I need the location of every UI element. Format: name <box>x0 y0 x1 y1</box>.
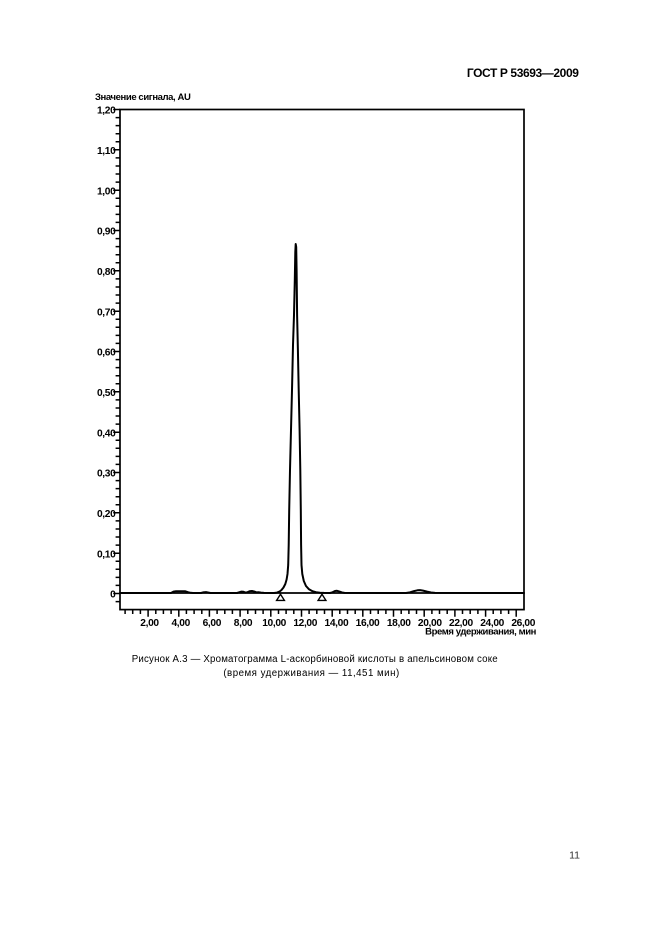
svg-text:6,00: 6,00 <box>203 618 222 629</box>
svg-text:10,00: 10,00 <box>262 618 286 629</box>
svg-text:1,20: 1,20 <box>97 106 116 117</box>
svg-text:1,00: 1,00 <box>97 186 116 197</box>
svg-text:Время удерживания, мин: Время удерживания, мин <box>425 626 537 637</box>
svg-text:14,00: 14,00 <box>325 618 349 629</box>
svg-text:11: 11 <box>569 850 580 862</box>
svg-text:4,00: 4,00 <box>171 618 190 629</box>
svg-text:ГОСТ Р 53693—2009: ГОСТ Р 53693—2009 <box>467 66 579 80</box>
svg-text:8,00: 8,00 <box>234 618 253 629</box>
svg-text:0,50: 0,50 <box>97 388 116 399</box>
svg-text:20,00: 20,00 <box>418 618 442 629</box>
svg-text:12,00: 12,00 <box>293 618 317 629</box>
svg-text:18,00: 18,00 <box>387 618 411 629</box>
svg-text:26,00: 26,00 <box>511 618 535 629</box>
svg-text:0,60: 0,60 <box>97 348 116 359</box>
svg-text:0,80: 0,80 <box>97 267 116 278</box>
svg-text:0,30: 0,30 <box>97 469 116 480</box>
svg-text:Рисунок А.3 — Хроматограмма L-: Рисунок А.3 — Хроматограмма L-аскорбинов… <box>132 654 498 665</box>
svg-text:2,00: 2,00 <box>140 618 159 629</box>
svg-text:22,00: 22,00 <box>449 618 473 629</box>
svg-text:Значение сигнала, AU: Значение сигнала, AU <box>95 92 191 103</box>
svg-text:(время удерживания — 11,451 ми: (время удерживания — 11,451 мин) <box>223 668 399 679</box>
svg-text:24,00: 24,00 <box>480 618 504 629</box>
svg-text:0,70: 0,70 <box>97 307 116 318</box>
svg-text:1,10: 1,10 <box>97 146 116 157</box>
svg-text:0,90: 0,90 <box>97 227 116 238</box>
svg-text:0,20: 0,20 <box>97 509 116 520</box>
svg-text:0,10: 0,10 <box>97 549 116 560</box>
svg-text:0,40: 0,40 <box>97 428 116 439</box>
svg-text:16,00: 16,00 <box>356 618 380 629</box>
svg-text:0: 0 <box>110 590 116 601</box>
